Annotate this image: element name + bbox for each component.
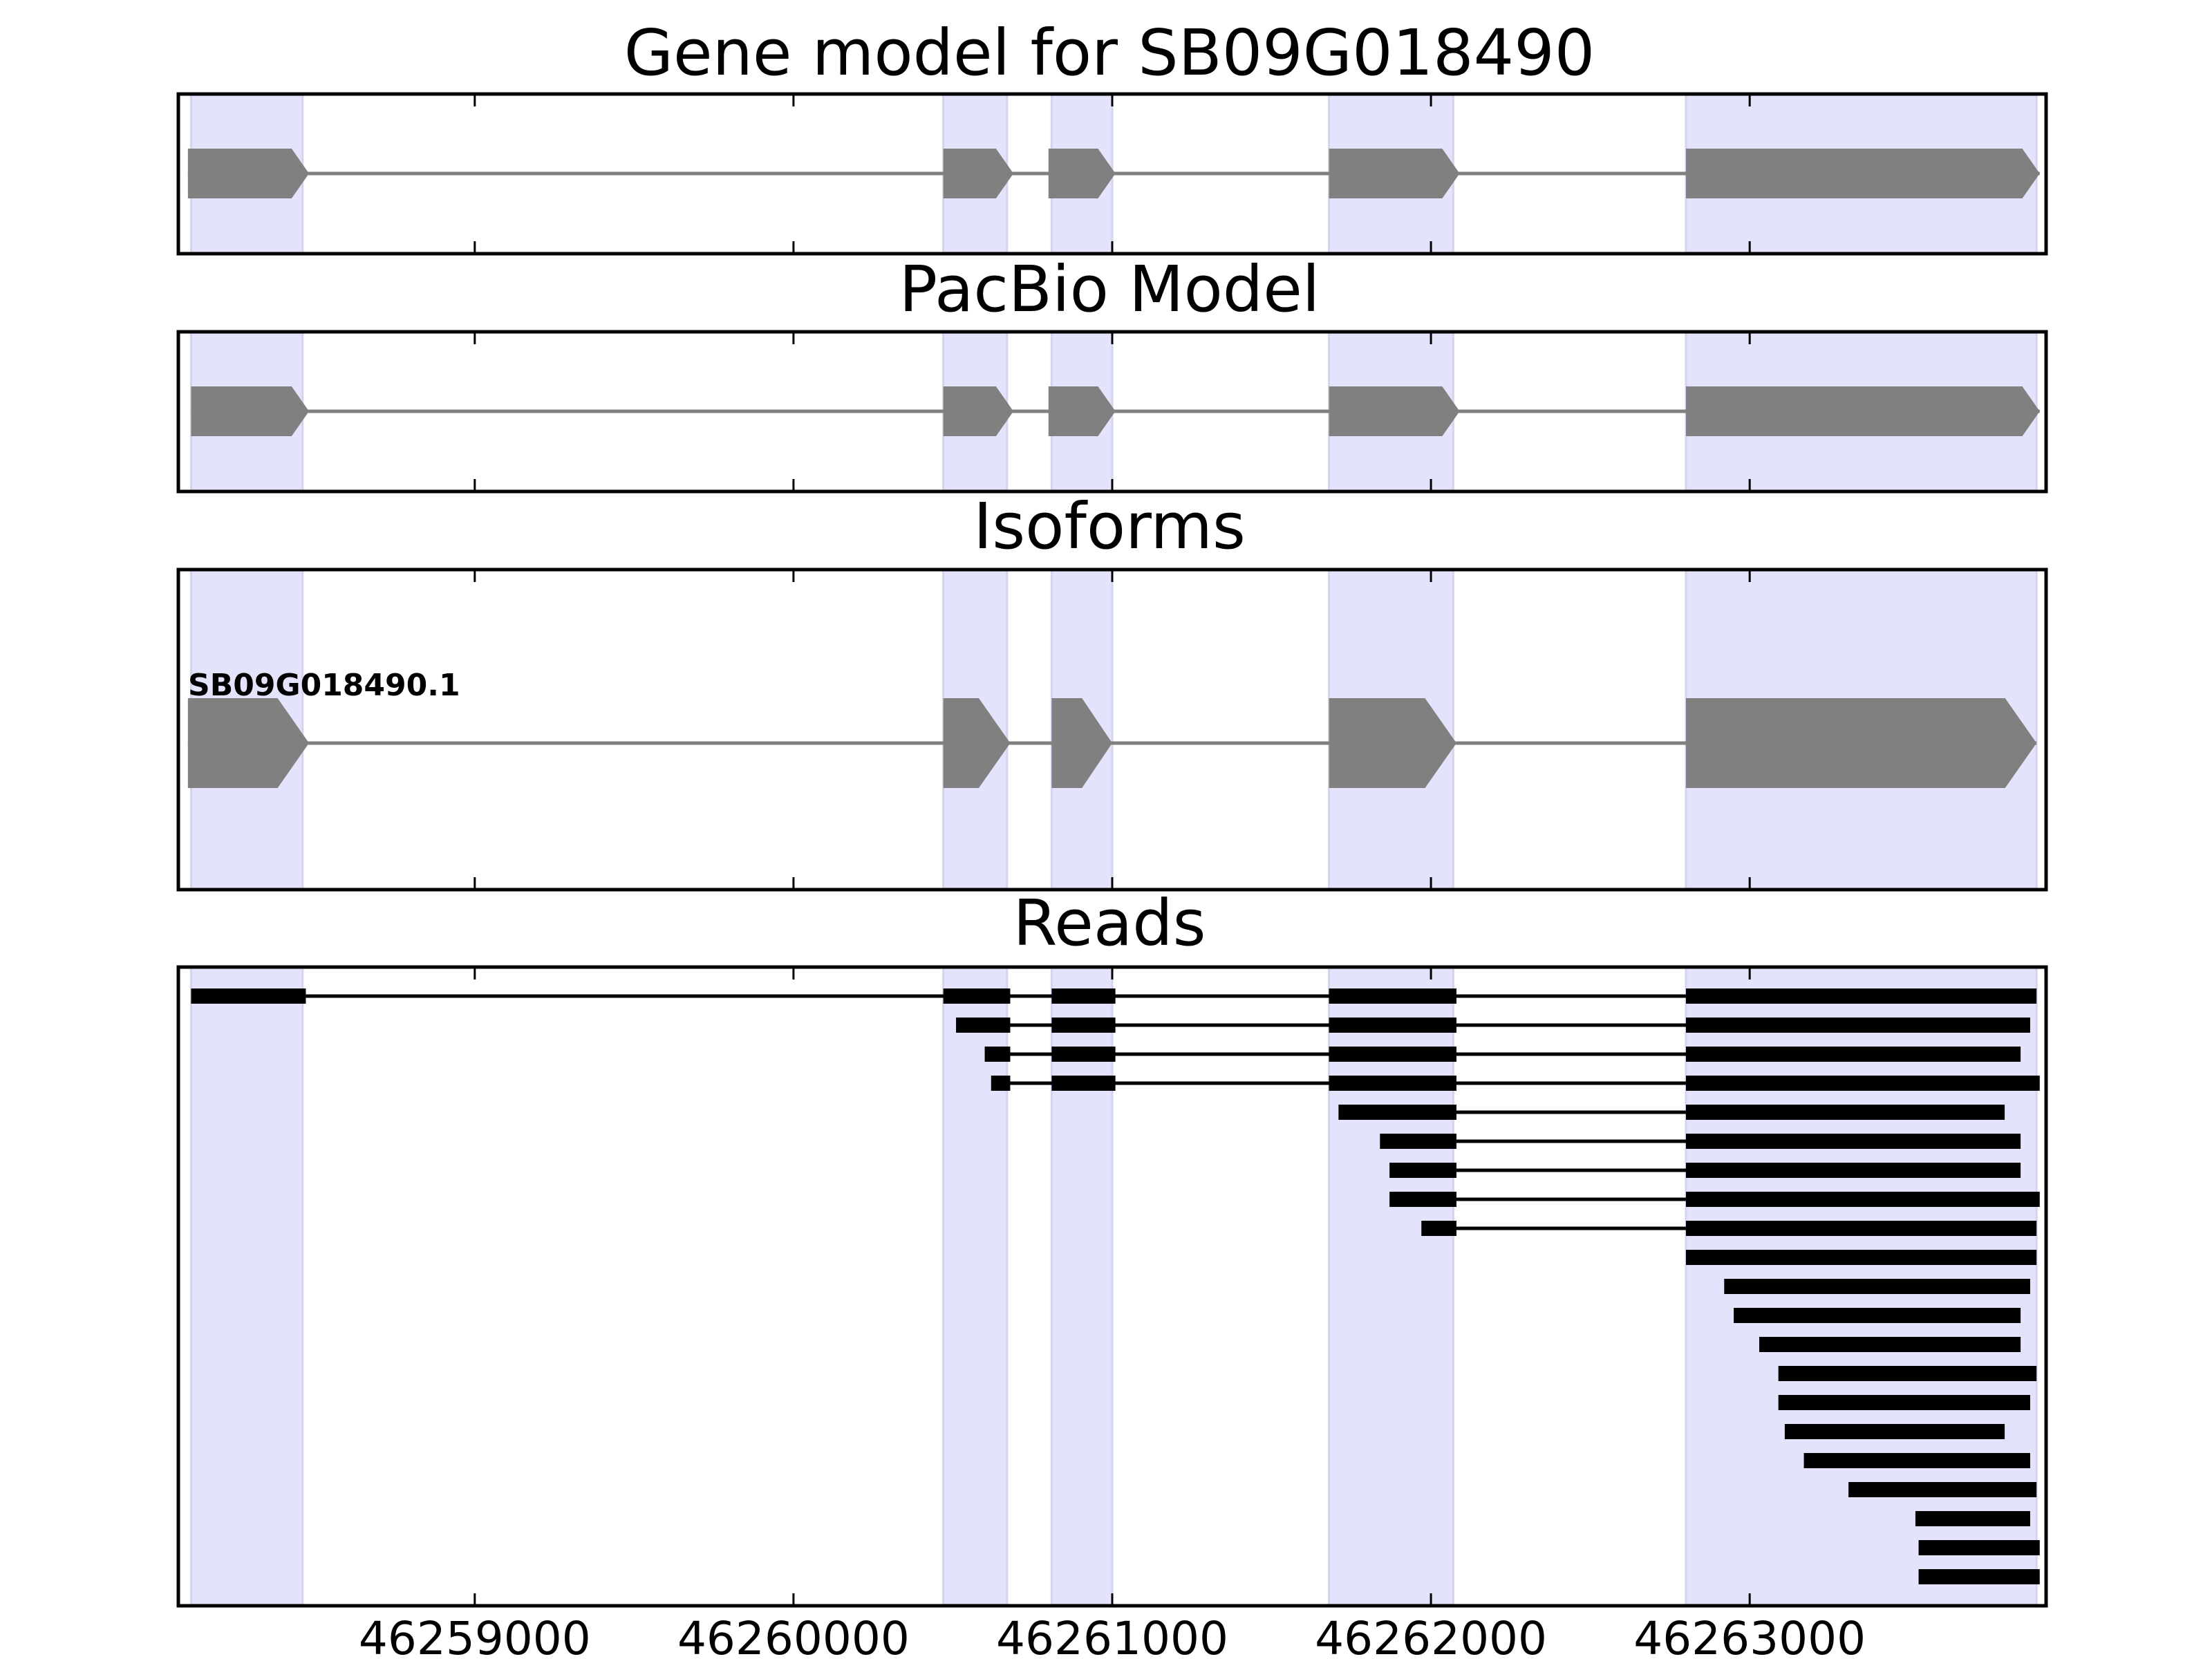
read-segment	[1329, 1047, 1456, 1062]
x-tick-labels: 46259000 46260000 46261000 46262000 4626…	[359, 1612, 1866, 1659]
read-segment	[1685, 1047, 2021, 1062]
read-segment	[1784, 1424, 2005, 1439]
read-segment	[1051, 1018, 1116, 1033]
read-segment	[1803, 1453, 2030, 1468]
read-segment	[1380, 1134, 1456, 1149]
exon-region-highlight	[1050, 966, 1114, 1607]
read-segment	[1685, 1192, 2040, 1207]
read-segment	[1778, 1366, 2037, 1381]
exon-block	[1685, 386, 2040, 436]
read-segment	[1338, 1105, 1456, 1120]
read-segment	[1724, 1279, 2030, 1294]
x-tick-label: 46261000	[996, 1612, 1228, 1659]
read-segment	[1051, 1076, 1116, 1091]
exon-block	[943, 149, 1014, 198]
read-segment	[1734, 1308, 2021, 1323]
panel-title-reads: Reads	[1013, 886, 1206, 960]
read-segment	[1685, 1163, 2021, 1178]
exon-block	[187, 149, 310, 198]
exon-block	[1329, 149, 1460, 198]
exon-block	[943, 386, 1014, 436]
exon-block	[1329, 698, 1456, 788]
panel-title-isoforms: Isoforms	[973, 489, 1246, 563]
read-segment	[1915, 1511, 2030, 1526]
read-segment	[1685, 1018, 2030, 1033]
read-segment	[1918, 1569, 2040, 1584]
exon-block	[943, 698, 1011, 788]
read-segment	[1329, 988, 1456, 1004]
panel-title-gene-model: Gene model for SB09G018490	[624, 16, 1595, 90]
exon-block	[1048, 149, 1116, 198]
read-segment	[1051, 988, 1116, 1004]
read-segment	[1685, 988, 2037, 1004]
exon-block	[1051, 698, 1112, 788]
feature-layer	[187, 149, 2040, 1584]
exon-block	[1329, 386, 1460, 436]
read-segment	[956, 1018, 1011, 1033]
read-segment	[991, 1076, 1011, 1091]
x-tick-label: 46259000	[359, 1612, 591, 1659]
read-segment	[1685, 1076, 2040, 1091]
isoform-label: SB09G018490.1	[188, 668, 460, 703]
read-segment	[1329, 1018, 1456, 1033]
read-segment	[191, 988, 306, 1004]
read-segment	[1685, 1250, 2037, 1265]
axes-frame-layer	[176, 92, 2048, 1608]
exon-region-highlight	[942, 966, 1009, 1607]
read-segment	[1759, 1337, 2021, 1352]
read-segment	[1329, 1076, 1456, 1091]
exon-region-highlight	[189, 966, 304, 1607]
read-segment	[1685, 1105, 2005, 1120]
read-segment	[1778, 1395, 2030, 1410]
panel-title-pacbio-model: PacBio Model	[899, 252, 1320, 326]
x-tick-label: 46263000	[1633, 1612, 1866, 1659]
read-segment	[943, 988, 1011, 1004]
exon-block	[1685, 149, 2040, 198]
read-segment	[1685, 1134, 2021, 1149]
read-segment	[984, 1047, 1011, 1062]
x-tick-label: 46260000	[677, 1612, 910, 1659]
read-segment	[1848, 1482, 2037, 1497]
exon-region-highlight	[1328, 966, 1454, 1607]
read-segment	[1389, 1163, 1456, 1178]
exon-block	[191, 386, 310, 436]
x-tick-label: 46262000	[1315, 1612, 1547, 1659]
exon-block	[187, 698, 310, 788]
read-segment	[1389, 1192, 1456, 1207]
read-segment	[1685, 1221, 2037, 1236]
read-segment	[1421, 1221, 1456, 1236]
exon-block	[1048, 386, 1116, 436]
read-segment	[1051, 1047, 1116, 1062]
exon-block	[1685, 698, 2037, 788]
read-segment	[1918, 1540, 2040, 1555]
